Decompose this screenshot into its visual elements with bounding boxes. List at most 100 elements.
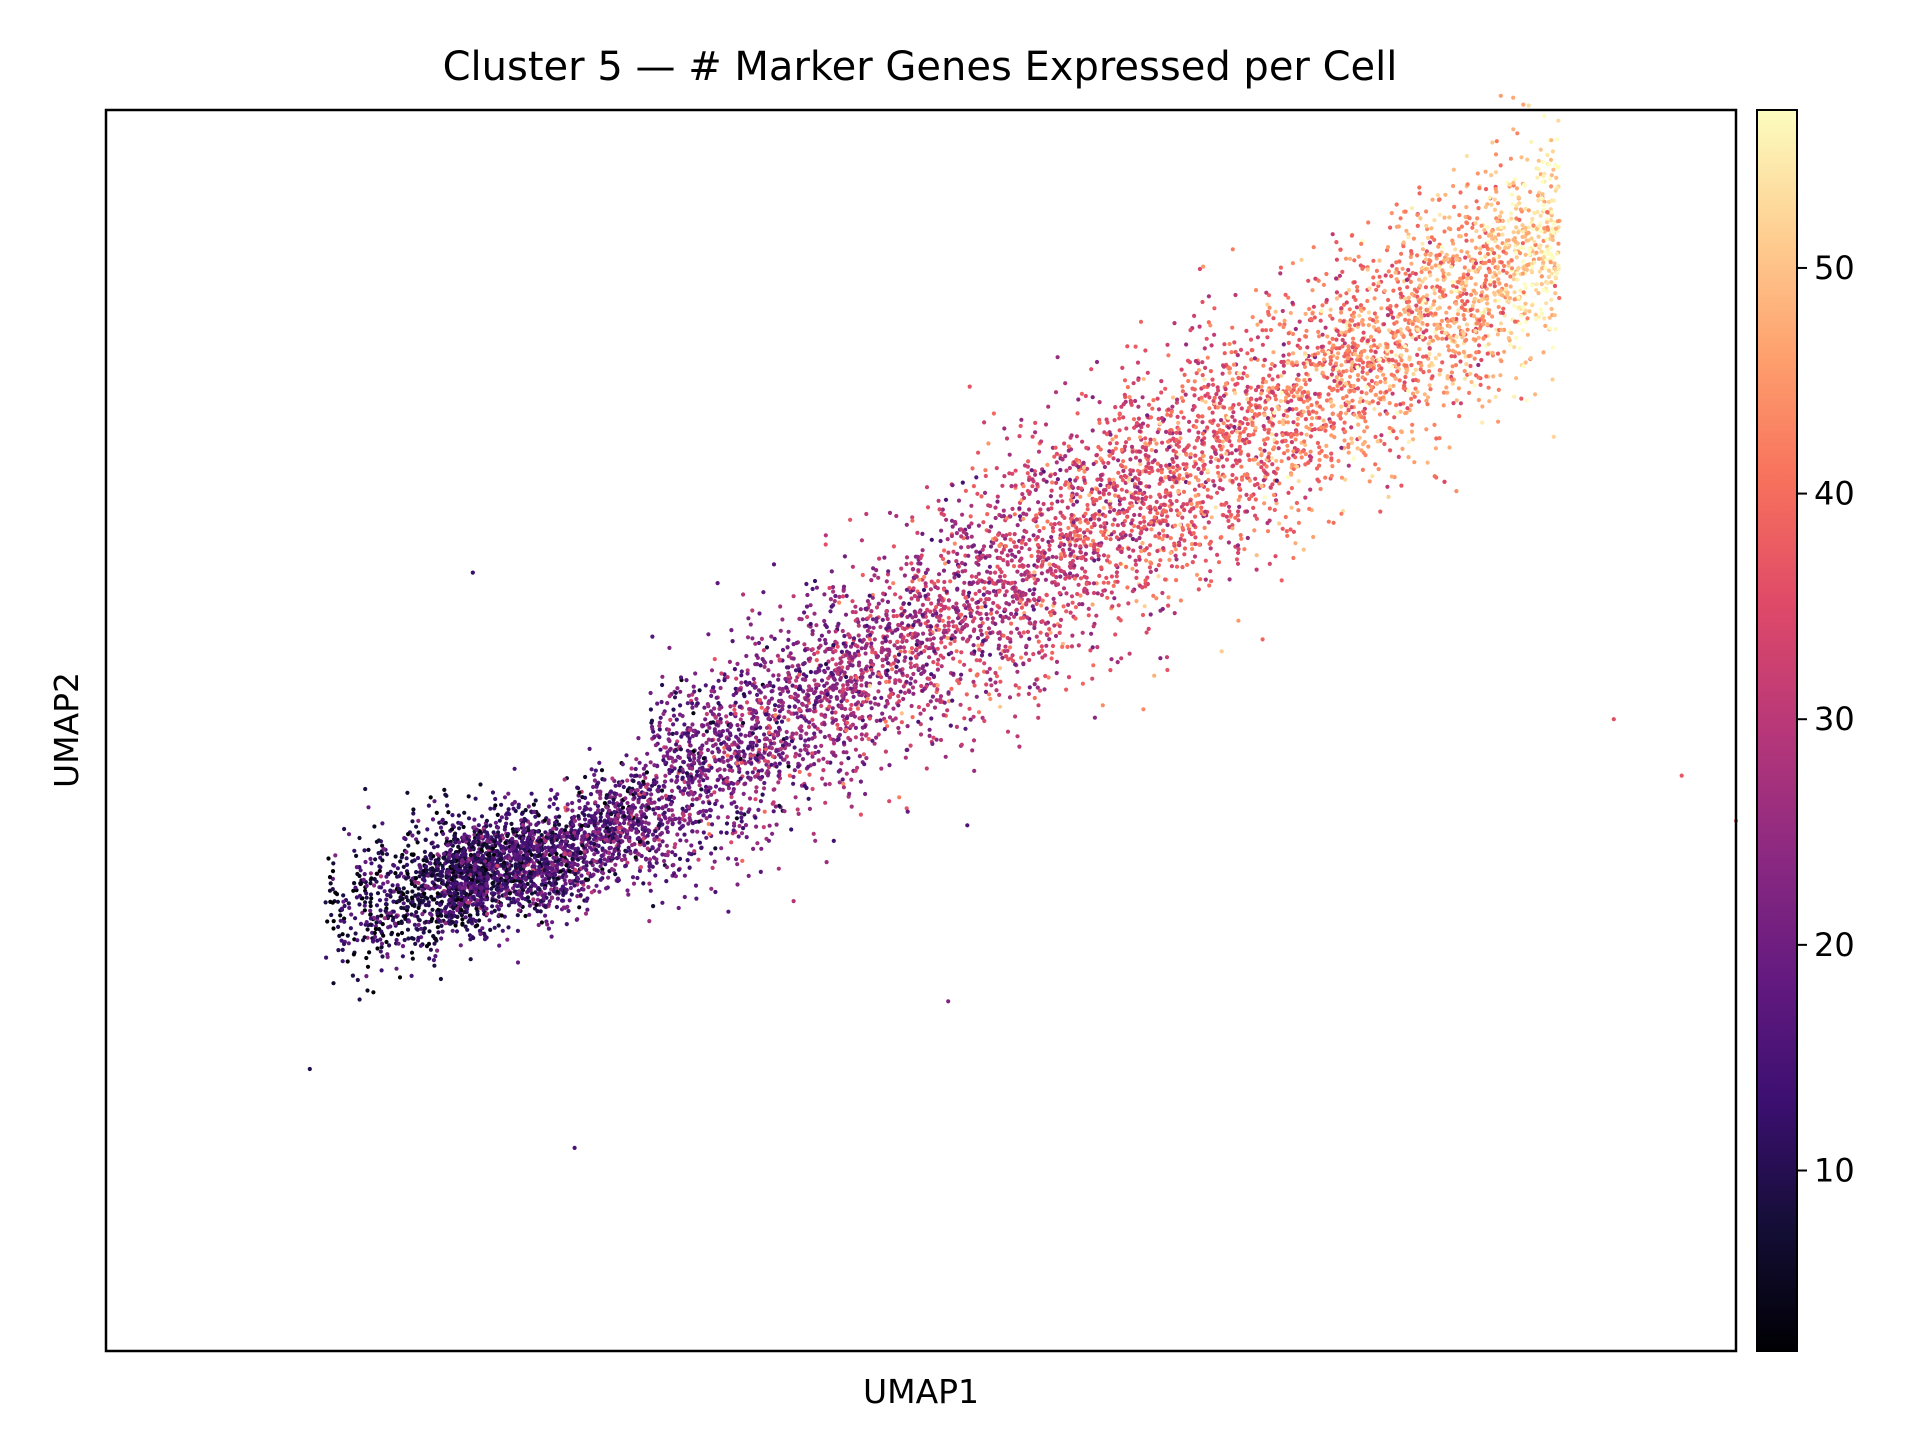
cell-point — [1090, 395, 1095, 400]
cell-point — [401, 901, 406, 906]
cell-point — [691, 728, 696, 734]
cell-point — [1015, 569, 1020, 574]
cell-point — [441, 851, 447, 857]
cell-point — [903, 755, 908, 760]
cell-point — [794, 678, 799, 683]
cell-point — [673, 874, 679, 879]
cell-point — [802, 642, 807, 647]
cell-point — [1193, 535, 1198, 540]
cell-point — [550, 895, 555, 901]
cell-point — [1124, 564, 1129, 570]
cell-point — [1311, 245, 1316, 250]
cell-point — [1194, 438, 1199, 443]
cell-point — [384, 852, 390, 857]
cell-point — [939, 636, 944, 641]
cell-point — [672, 695, 678, 700]
cell-point — [1409, 403, 1414, 408]
cell-point — [517, 901, 522, 907]
cell-point — [1442, 229, 1447, 234]
cell-point — [879, 766, 884, 771]
cell-point — [1532, 239, 1537, 244]
cell-point — [1329, 473, 1334, 478]
cell-point — [1347, 256, 1353, 261]
cell-point — [967, 706, 972, 711]
cell-point — [1096, 557, 1101, 562]
cell-point — [816, 758, 821, 763]
cell-point — [1420, 247, 1426, 252]
cell-point — [1339, 445, 1344, 450]
cell-point — [1403, 271, 1408, 276]
cell-point — [1497, 214, 1503, 219]
cell-point — [1356, 254, 1361, 259]
cell-point — [1400, 446, 1405, 451]
cell-point — [602, 801, 608, 806]
cell-point — [1535, 193, 1541, 198]
cell-point — [1049, 488, 1054, 493]
cell-point — [1365, 298, 1370, 304]
cell-point — [1050, 525, 1055, 531]
cell-point — [771, 562, 777, 567]
cell-point — [928, 637, 933, 642]
cell-point — [1160, 537, 1165, 542]
cell-point — [1270, 462, 1275, 467]
cell-point — [1294, 429, 1299, 434]
cell-point — [1509, 192, 1515, 197]
cell-point — [1324, 297, 1329, 303]
cell-point — [1483, 273, 1489, 278]
cell-point — [1174, 578, 1179, 583]
cell-point — [1389, 211, 1394, 216]
cell-point — [1236, 375, 1241, 381]
cell-point — [1174, 564, 1180, 569]
cell-point — [887, 715, 893, 720]
cell-point — [570, 800, 575, 806]
cell-point — [1415, 352, 1420, 357]
cell-point — [340, 959, 345, 964]
cell-point — [1183, 392, 1188, 397]
cell-point — [1339, 404, 1344, 409]
cell-point — [659, 795, 665, 800]
cell-point — [752, 766, 758, 771]
cell-point — [1254, 516, 1259, 521]
cell-point — [1209, 343, 1214, 348]
cell-point — [897, 795, 902, 800]
cell-point — [626, 892, 631, 897]
cell-point — [1308, 487, 1313, 492]
cell-point — [1011, 599, 1016, 604]
cell-point — [1364, 384, 1369, 390]
cell-point — [864, 756, 869, 761]
cell-point — [1030, 484, 1035, 489]
cell-point — [1314, 367, 1319, 372]
cell-point — [636, 800, 641, 805]
cell-point — [561, 898, 566, 903]
cell-point — [1109, 657, 1114, 662]
cell-point — [1165, 514, 1170, 519]
cell-point — [712, 657, 717, 662]
cell-point — [806, 764, 811, 769]
cell-point — [560, 884, 566, 889]
cell-point — [400, 954, 405, 959]
cell-point — [1151, 398, 1156, 403]
cell-point — [1278, 399, 1283, 404]
cell-point — [1114, 535, 1119, 540]
cell-point — [453, 923, 458, 928]
cell-point — [664, 843, 670, 848]
cell-point — [874, 616, 879, 621]
cell-point — [1154, 441, 1159, 446]
cell-point — [462, 810, 467, 815]
cell-point — [651, 904, 656, 909]
cell-point — [1284, 529, 1289, 534]
cell-point — [1314, 410, 1319, 415]
cell-point — [1377, 258, 1382, 263]
cell-point — [828, 694, 833, 700]
cell-point — [1201, 264, 1206, 269]
cell-point — [1351, 336, 1356, 341]
cell-point — [731, 692, 736, 698]
cell-point — [1125, 585, 1130, 590]
cell-point — [1187, 419, 1192, 424]
cell-point — [1106, 580, 1111, 585]
cell-point — [1057, 624, 1062, 629]
cell-point — [1318, 318, 1323, 323]
cell-point — [932, 649, 937, 654]
cell-point — [729, 754, 734, 760]
cell-point — [1414, 307, 1419, 312]
